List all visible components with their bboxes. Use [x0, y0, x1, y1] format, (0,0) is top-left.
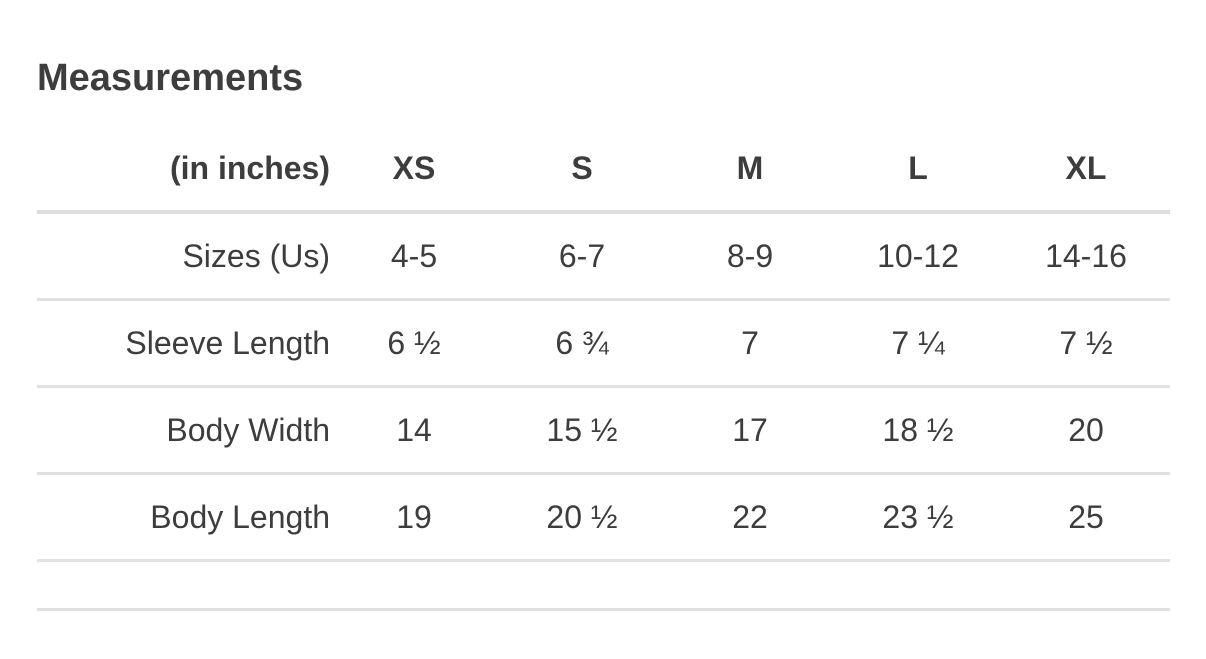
cell-value: 6 ½ — [330, 299, 498, 388]
page-title: Measurements — [37, 57, 304, 99]
cell-value: 14-16 — [1002, 212, 1170, 301]
measurements-table: (in inches) XS S M L XL Sizes (Us) 4-5 6-7 8-9 10… — [37, 126, 1170, 611]
cell-value: 8-9 — [666, 212, 834, 301]
cell-value: 6-7 — [498, 212, 666, 301]
unit-label: (in inches) — [37, 126, 330, 214]
cell-value: 25 — [1002, 473, 1170, 562]
row-label: Body Length — [37, 473, 330, 562]
cell-value: 20 ½ — [498, 473, 666, 562]
cell-value: 18 ½ — [834, 386, 1002, 475]
row-label: Sleeve Length — [37, 299, 330, 388]
column-header-m: M — [666, 126, 834, 214]
row-label: Body Width — [37, 386, 330, 475]
cell-value: 14 — [330, 386, 498, 475]
cell-value: 23 ½ — [834, 473, 1002, 562]
cell-value: 17 — [666, 386, 834, 475]
column-header-xl: XL — [1002, 126, 1170, 214]
cell-value: 6 ¾ — [498, 299, 666, 388]
cell-value: 20 — [1002, 386, 1170, 475]
table-header-row: (in inches) XS S M L XL — [37, 126, 1170, 214]
cell-value: 7 ¼ — [834, 299, 1002, 388]
cell-value: 4-5 — [330, 212, 498, 301]
table-row: Body Width 14 15 ½ 17 18 ½ 20 — [37, 386, 1170, 475]
cell-value: 15 ½ — [498, 386, 666, 475]
cell-value: 19 — [330, 473, 498, 562]
row-label: Sizes (Us) — [37, 212, 330, 301]
cell-value: 7 — [666, 299, 834, 388]
column-header-s: S — [498, 126, 666, 214]
empty-spacer-cell — [37, 560, 1170, 611]
table-row: Body Length 19 20 ½ 22 23 ½ 25 — [37, 473, 1170, 562]
cell-value: 10-12 — [834, 212, 1002, 301]
cell-value: 22 — [666, 473, 834, 562]
cell-value: 7 ½ — [1002, 299, 1170, 388]
table-row: Sizes (Us) 4-5 6-7 8-9 10-12 14-16 — [37, 212, 1170, 301]
column-header-xs: XS — [330, 126, 498, 214]
empty-spacer-row — [37, 560, 1170, 611]
column-header-l: L — [834, 126, 1002, 214]
